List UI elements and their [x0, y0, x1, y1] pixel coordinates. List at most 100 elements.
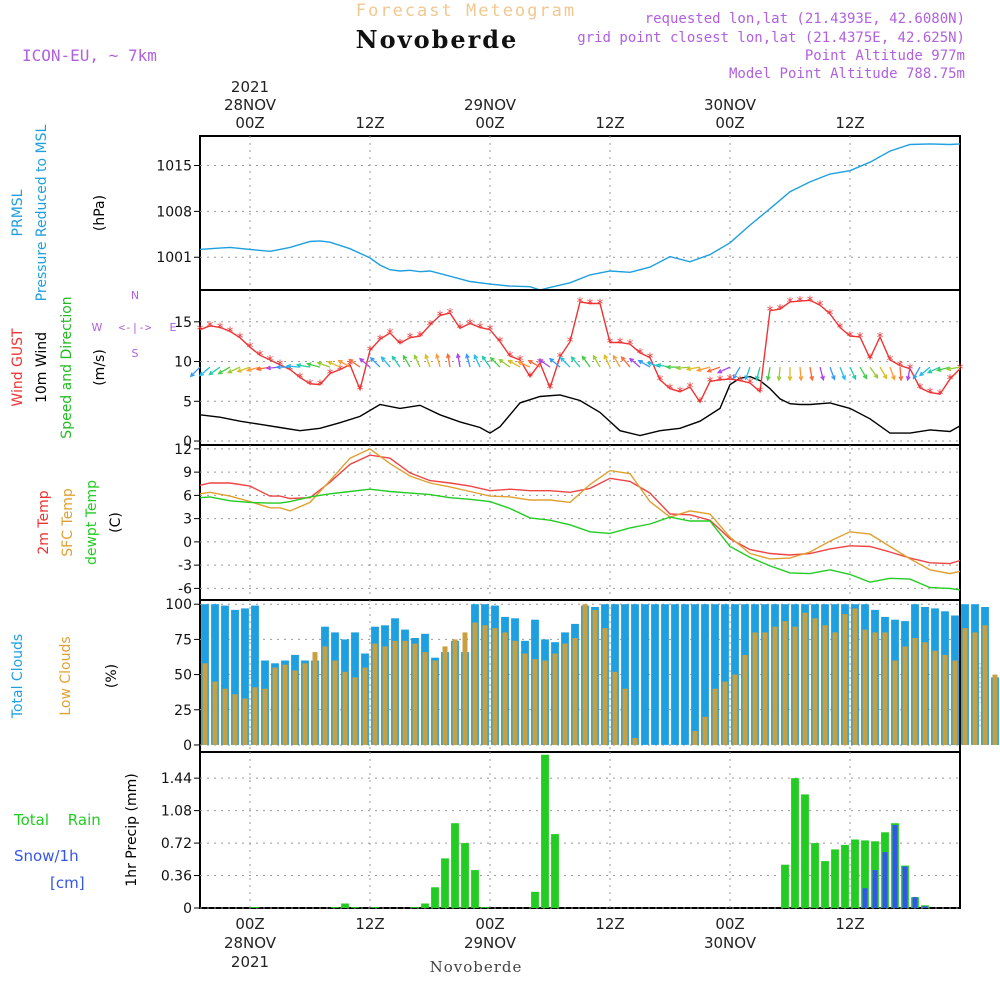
- bar-low-clouds: [472, 622, 478, 745]
- wind-arrow: [732, 366, 741, 379]
- y-tick-label: 25: [174, 703, 192, 719]
- bar-total-rain: [531, 891, 539, 908]
- bar-low-clouds: [542, 660, 548, 745]
- bar-total-clouds: [691, 604, 699, 745]
- bar-low-clouds: [692, 730, 698, 745]
- gust-marker: *: [747, 377, 754, 392]
- bar-total-rain: [411, 907, 419, 908]
- bar-low-clouds: [752, 632, 758, 745]
- wind-arrow: [582, 356, 591, 368]
- y-axis-label: dewpt Temp: [84, 480, 100, 565]
- bar-total-clouds: [641, 604, 649, 745]
- wind-arrow: [937, 366, 951, 372]
- wind-arrow-head: [275, 364, 281, 370]
- wind-arrow: [919, 366, 931, 376]
- wind-arrow-head: [489, 356, 495, 362]
- bar-low-clouds: [422, 652, 428, 745]
- wind-arrow-head: [226, 368, 233, 374]
- grid-coords: grid point closest lon,lat (21.4375E, 42…: [577, 30, 965, 46]
- bar-low-clouds: [222, 688, 228, 745]
- wind-arrow: [778, 367, 781, 381]
- bar-low-clouds: [432, 660, 438, 745]
- wind-arrow: [899, 367, 902, 381]
- bar-total-clouds: [241, 608, 249, 745]
- y-tick-label: 5: [183, 394, 192, 410]
- wind-arrow: [317, 362, 331, 368]
- wind-arrow: [370, 357, 381, 368]
- y-tick-label: 1008: [156, 204, 192, 220]
- gust-marker: *: [857, 331, 864, 346]
- bar-low-clouds: [582, 604, 588, 745]
- bar-low-clouds: [972, 632, 978, 745]
- wind-arrow-head: [851, 374, 857, 381]
- compass-s: S: [132, 347, 139, 360]
- wind-arrow: [849, 366, 857, 380]
- wind-arrow-head: [527, 359, 533, 365]
- wind-arrow-head: [820, 375, 825, 382]
- gust-marker: *: [377, 333, 384, 348]
- bar-total-rain: [551, 834, 559, 908]
- bar-total-rain: [461, 843, 469, 908]
- wind-arrow-head: [285, 363, 292, 369]
- bar-low-clouds: [762, 632, 768, 745]
- gust-marker: *: [417, 330, 424, 345]
- bar-low-clouds: [772, 626, 778, 745]
- bar-snow-1h: [922, 906, 928, 908]
- bar-low-clouds: [342, 671, 348, 745]
- gust-marker: *: [447, 307, 454, 322]
- wind-arrow-head: [581, 355, 587, 361]
- bottom-tick-label: 12Z: [355, 915, 384, 933]
- bar-total-rain: [821, 861, 829, 908]
- wind-arrow: [466, 354, 471, 368]
- y-axis-label: (%): [104, 664, 120, 688]
- wind-arrow-head: [189, 372, 195, 378]
- wind-arrow: [218, 366, 231, 375]
- wind-arrow: [208, 366, 221, 376]
- top-tick-label: 00Z: [475, 114, 504, 132]
- wind-arrow-head: [765, 375, 771, 382]
- bar-total-rain: [831, 849, 839, 908]
- panel-frame: [199, 444, 961, 601]
- wind-arrow-head: [402, 354, 408, 360]
- panel-precip: 0 0.36 0.72 1.08 1.44 Total Rain Snow/1h [cm] 1h…: [13, 751, 961, 917]
- bar-low-clouds: [402, 640, 408, 745]
- wind-arrow: [190, 366, 201, 377]
- gust-marker: *: [207, 320, 214, 335]
- wind-arrow-head: [198, 371, 205, 377]
- wind-arrow-head: [637, 359, 643, 365]
- wind-arrow: [327, 361, 341, 368]
- wind-arrow: [560, 357, 571, 368]
- wind-arrow: [829, 366, 836, 380]
- wind-arrow-head: [873, 373, 879, 379]
- wind-arrow-head: [246, 367, 252, 372]
- bar-total-rain: [371, 907, 379, 908]
- wind-arrow-head: [498, 358, 504, 364]
- gust-marker: *: [657, 374, 664, 389]
- y-tick-label: 0: [183, 901, 192, 917]
- wind-arrow-head: [559, 356, 565, 362]
- wind-arrow-head: [358, 357, 365, 363]
- wind-arrow-head: [306, 362, 312, 367]
- wind-arrow: [473, 355, 481, 368]
- gust-marker: *: [347, 359, 354, 374]
- gust-marker: *: [297, 371, 304, 386]
- y-tick-label: 100: [165, 597, 192, 613]
- gust-marker: *: [477, 321, 484, 336]
- bar-total-rain: [441, 858, 449, 908]
- gust-marker: *: [787, 296, 794, 311]
- bar-low-clouds: [712, 688, 718, 745]
- gust-marker: *: [237, 332, 244, 347]
- y-axis-label: Total Clouds: [10, 634, 26, 719]
- rain-legend-label: Total Rain: [13, 811, 101, 829]
- bar-low-clouds: [902, 646, 908, 745]
- bar-low-clouds: [952, 660, 958, 745]
- top-tick-label: 12Z: [595, 114, 624, 132]
- wind-arrow: [879, 366, 888, 379]
- bar-low-clouds: [382, 646, 388, 745]
- gust-marker: *: [597, 298, 604, 313]
- gust-marker: *: [777, 303, 784, 318]
- y-tick-label: 10: [174, 355, 192, 371]
- wind-arrow: [447, 354, 451, 368]
- wind-arrow-head: [732, 374, 738, 380]
